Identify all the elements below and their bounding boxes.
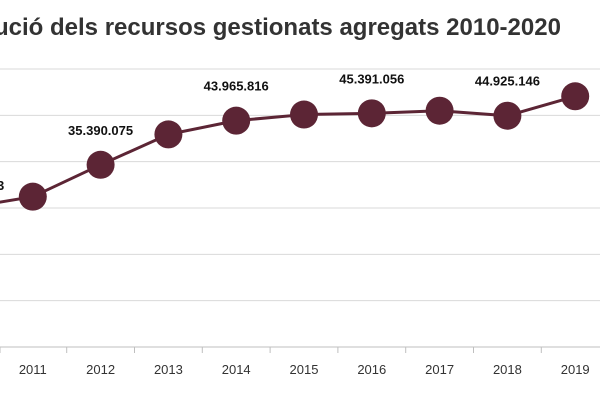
x-tick-label: 2017: [425, 362, 454, 377]
data-point: [357, 99, 386, 128]
data-point: [154, 120, 183, 149]
data-point: [561, 82, 590, 111]
data-labels: 35.390.075 43.965.816 45.391.056 44.925.146…: [0, 71, 540, 193]
data-point: [290, 100, 318, 129]
data-label: 44.925.146: [475, 74, 540, 89]
data-label: 43.965.816: [204, 79, 269, 94]
data-label-partial: 3: [0, 178, 4, 193]
data-point: [86, 150, 115, 179]
x-tick-label: 2012: [86, 362, 115, 377]
chart-title: ...ució dels recursos gestionats agregat…: [0, 14, 561, 41]
series-line: [0, 94, 576, 204]
x-tick-label: 2014: [222, 362, 251, 377]
x-tick-label: 2015: [290, 362, 319, 377]
data-label: 45.391.056: [339, 71, 404, 86]
data-points: [18, 82, 590, 211]
x-tick-label: 2016: [357, 362, 386, 377]
series-line: [0, 94, 576, 204]
data-point: [18, 182, 47, 211]
x-tick-label: 2019: [561, 362, 590, 377]
x-tick-label: 2018: [493, 362, 522, 377]
data-point: [493, 101, 522, 130]
data-point: [425, 96, 454, 125]
data-label: 35.390.075: [68, 123, 133, 138]
data-point: [222, 106, 251, 135]
x-tick-label: 2013: [154, 362, 183, 377]
x-axis: 2011 2012 2013 2014 2015 2016 2017 2018 2019: [0, 347, 590, 377]
x-tick-label: 2011: [19, 362, 47, 377]
